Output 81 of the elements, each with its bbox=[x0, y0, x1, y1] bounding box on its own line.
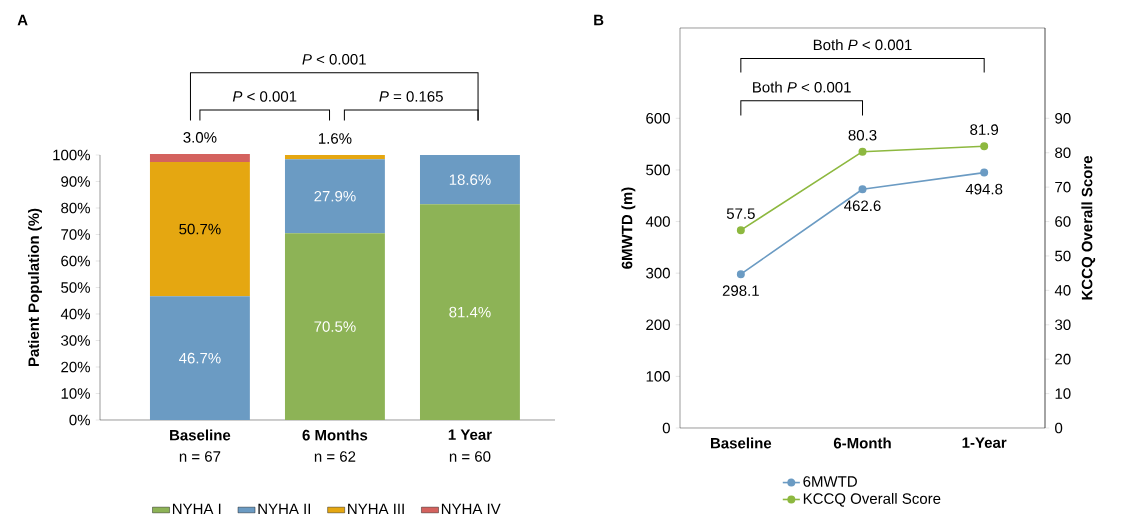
x-tick-label: 6 Months bbox=[302, 429, 368, 441]
y2-tick-label: 30 bbox=[1055, 319, 1071, 331]
data-label: 50.7% bbox=[179, 223, 221, 235]
y-tick-label: 300 bbox=[646, 267, 670, 279]
annotation: Both P < 0.001 bbox=[753, 81, 851, 93]
x-tick-label: Baseline bbox=[170, 429, 231, 441]
y2-tick-label: 50 bbox=[1055, 250, 1071, 262]
data-label: 70.5% bbox=[314, 321, 356, 332]
y2-tick-label: 40 bbox=[1054, 285, 1071, 296]
chart-title: B bbox=[594, 14, 604, 26]
legend-label: NYHA III bbox=[348, 503, 404, 515]
bar bbox=[284, 155, 385, 160]
bar bbox=[149, 153, 250, 162]
y-axis-title: 6MWTD (m) bbox=[621, 187, 636, 269]
y-tick-label: 70% bbox=[61, 229, 90, 240]
x-tick-label: Baseline bbox=[710, 437, 772, 449]
y-tick-label: 400 bbox=[645, 216, 670, 227]
data-label: 27.9% bbox=[314, 190, 356, 202]
legend-label: 6MWTD bbox=[803, 476, 857, 487]
y2-tick-label: 70 bbox=[1055, 181, 1071, 193]
legend-label: NYHA II bbox=[258, 503, 311, 515]
annotation: Both P < 0.001 bbox=[813, 39, 912, 51]
data-label: 1.6% bbox=[318, 133, 352, 144]
y-tick-label: 40% bbox=[60, 308, 90, 320]
y-tick-label: 0% bbox=[69, 414, 90, 426]
bar bbox=[419, 204, 520, 420]
data-label: 57.5 bbox=[726, 208, 755, 219]
bar bbox=[284, 233, 385, 420]
y-tick-label: 90% bbox=[61, 176, 90, 187]
legend-label: NYHA I bbox=[172, 503, 221, 515]
point bbox=[858, 185, 867, 194]
text: P = 0.165 bbox=[379, 91, 443, 102]
x-tick-label: 1 Year bbox=[448, 429, 492, 440]
y-tick-label: 100% bbox=[53, 149, 90, 161]
point bbox=[980, 142, 989, 151]
y-tick-label: 60% bbox=[61, 255, 90, 267]
y2-axis-title: KCCQ Overall Score bbox=[1081, 156, 1096, 300]
point bbox=[858, 147, 867, 156]
text: P < 0.001 bbox=[232, 91, 297, 102]
x-tick-label: 1-Year bbox=[962, 437, 1007, 448]
legend-label: NYHA IV bbox=[441, 503, 501, 515]
data-label: 18.6% bbox=[449, 174, 491, 185]
text: n = 67 bbox=[179, 451, 221, 462]
data-label: 81.4% bbox=[449, 306, 491, 318]
y2-tick-label: 90 bbox=[1055, 113, 1071, 124]
y-tick-label: 200 bbox=[646, 319, 670, 331]
y2-tick-label: 0 bbox=[1055, 422, 1063, 434]
y2-tick-label: 60 bbox=[1055, 216, 1071, 227]
y-tick-label: 100 bbox=[646, 371, 670, 382]
legend-label: KCCQ Overall Score bbox=[803, 492, 941, 507]
y-tick-label: 30% bbox=[61, 335, 90, 346]
text: n = 62 bbox=[314, 451, 356, 462]
y-tick-label: 600 bbox=[646, 113, 670, 124]
data-label: 80.3 bbox=[848, 129, 877, 141]
data-label: 298.1 bbox=[722, 285, 759, 296]
text: P < 0.001 bbox=[302, 54, 366, 65]
data-label: 3.0% bbox=[183, 132, 217, 143]
data-label: 462.6 bbox=[844, 200, 881, 212]
y-tick-label: 0 bbox=[662, 422, 670, 434]
point bbox=[736, 226, 745, 235]
data-label: 494.8 bbox=[965, 183, 1003, 195]
point bbox=[980, 168, 989, 177]
y-tick-label: 80% bbox=[61, 202, 90, 214]
bar bbox=[284, 159, 385, 234]
y-tick-label: 10% bbox=[61, 388, 90, 399]
data-label: 81.9 bbox=[970, 124, 999, 135]
y-tick-label: 500 bbox=[646, 164, 670, 176]
point bbox=[736, 270, 745, 279]
y-axis-title: Patient Population (%) bbox=[27, 208, 42, 367]
x-tick-label: 6-Month bbox=[833, 437, 891, 449]
y2-tick-label: 20 bbox=[1055, 353, 1071, 365]
bar bbox=[149, 296, 250, 420]
y2-tick-label: 80 bbox=[1055, 147, 1071, 159]
bar bbox=[419, 155, 520, 205]
y-tick-label: 20% bbox=[61, 361, 90, 373]
data-label: 46.7% bbox=[179, 352, 221, 364]
text: n = 60 bbox=[449, 451, 491, 462]
chart-title: A bbox=[17, 14, 28, 26]
y2-tick-label: 10 bbox=[1055, 388, 1071, 399]
y-tick-label: 50% bbox=[61, 282, 90, 293]
bar bbox=[149, 161, 250, 297]
